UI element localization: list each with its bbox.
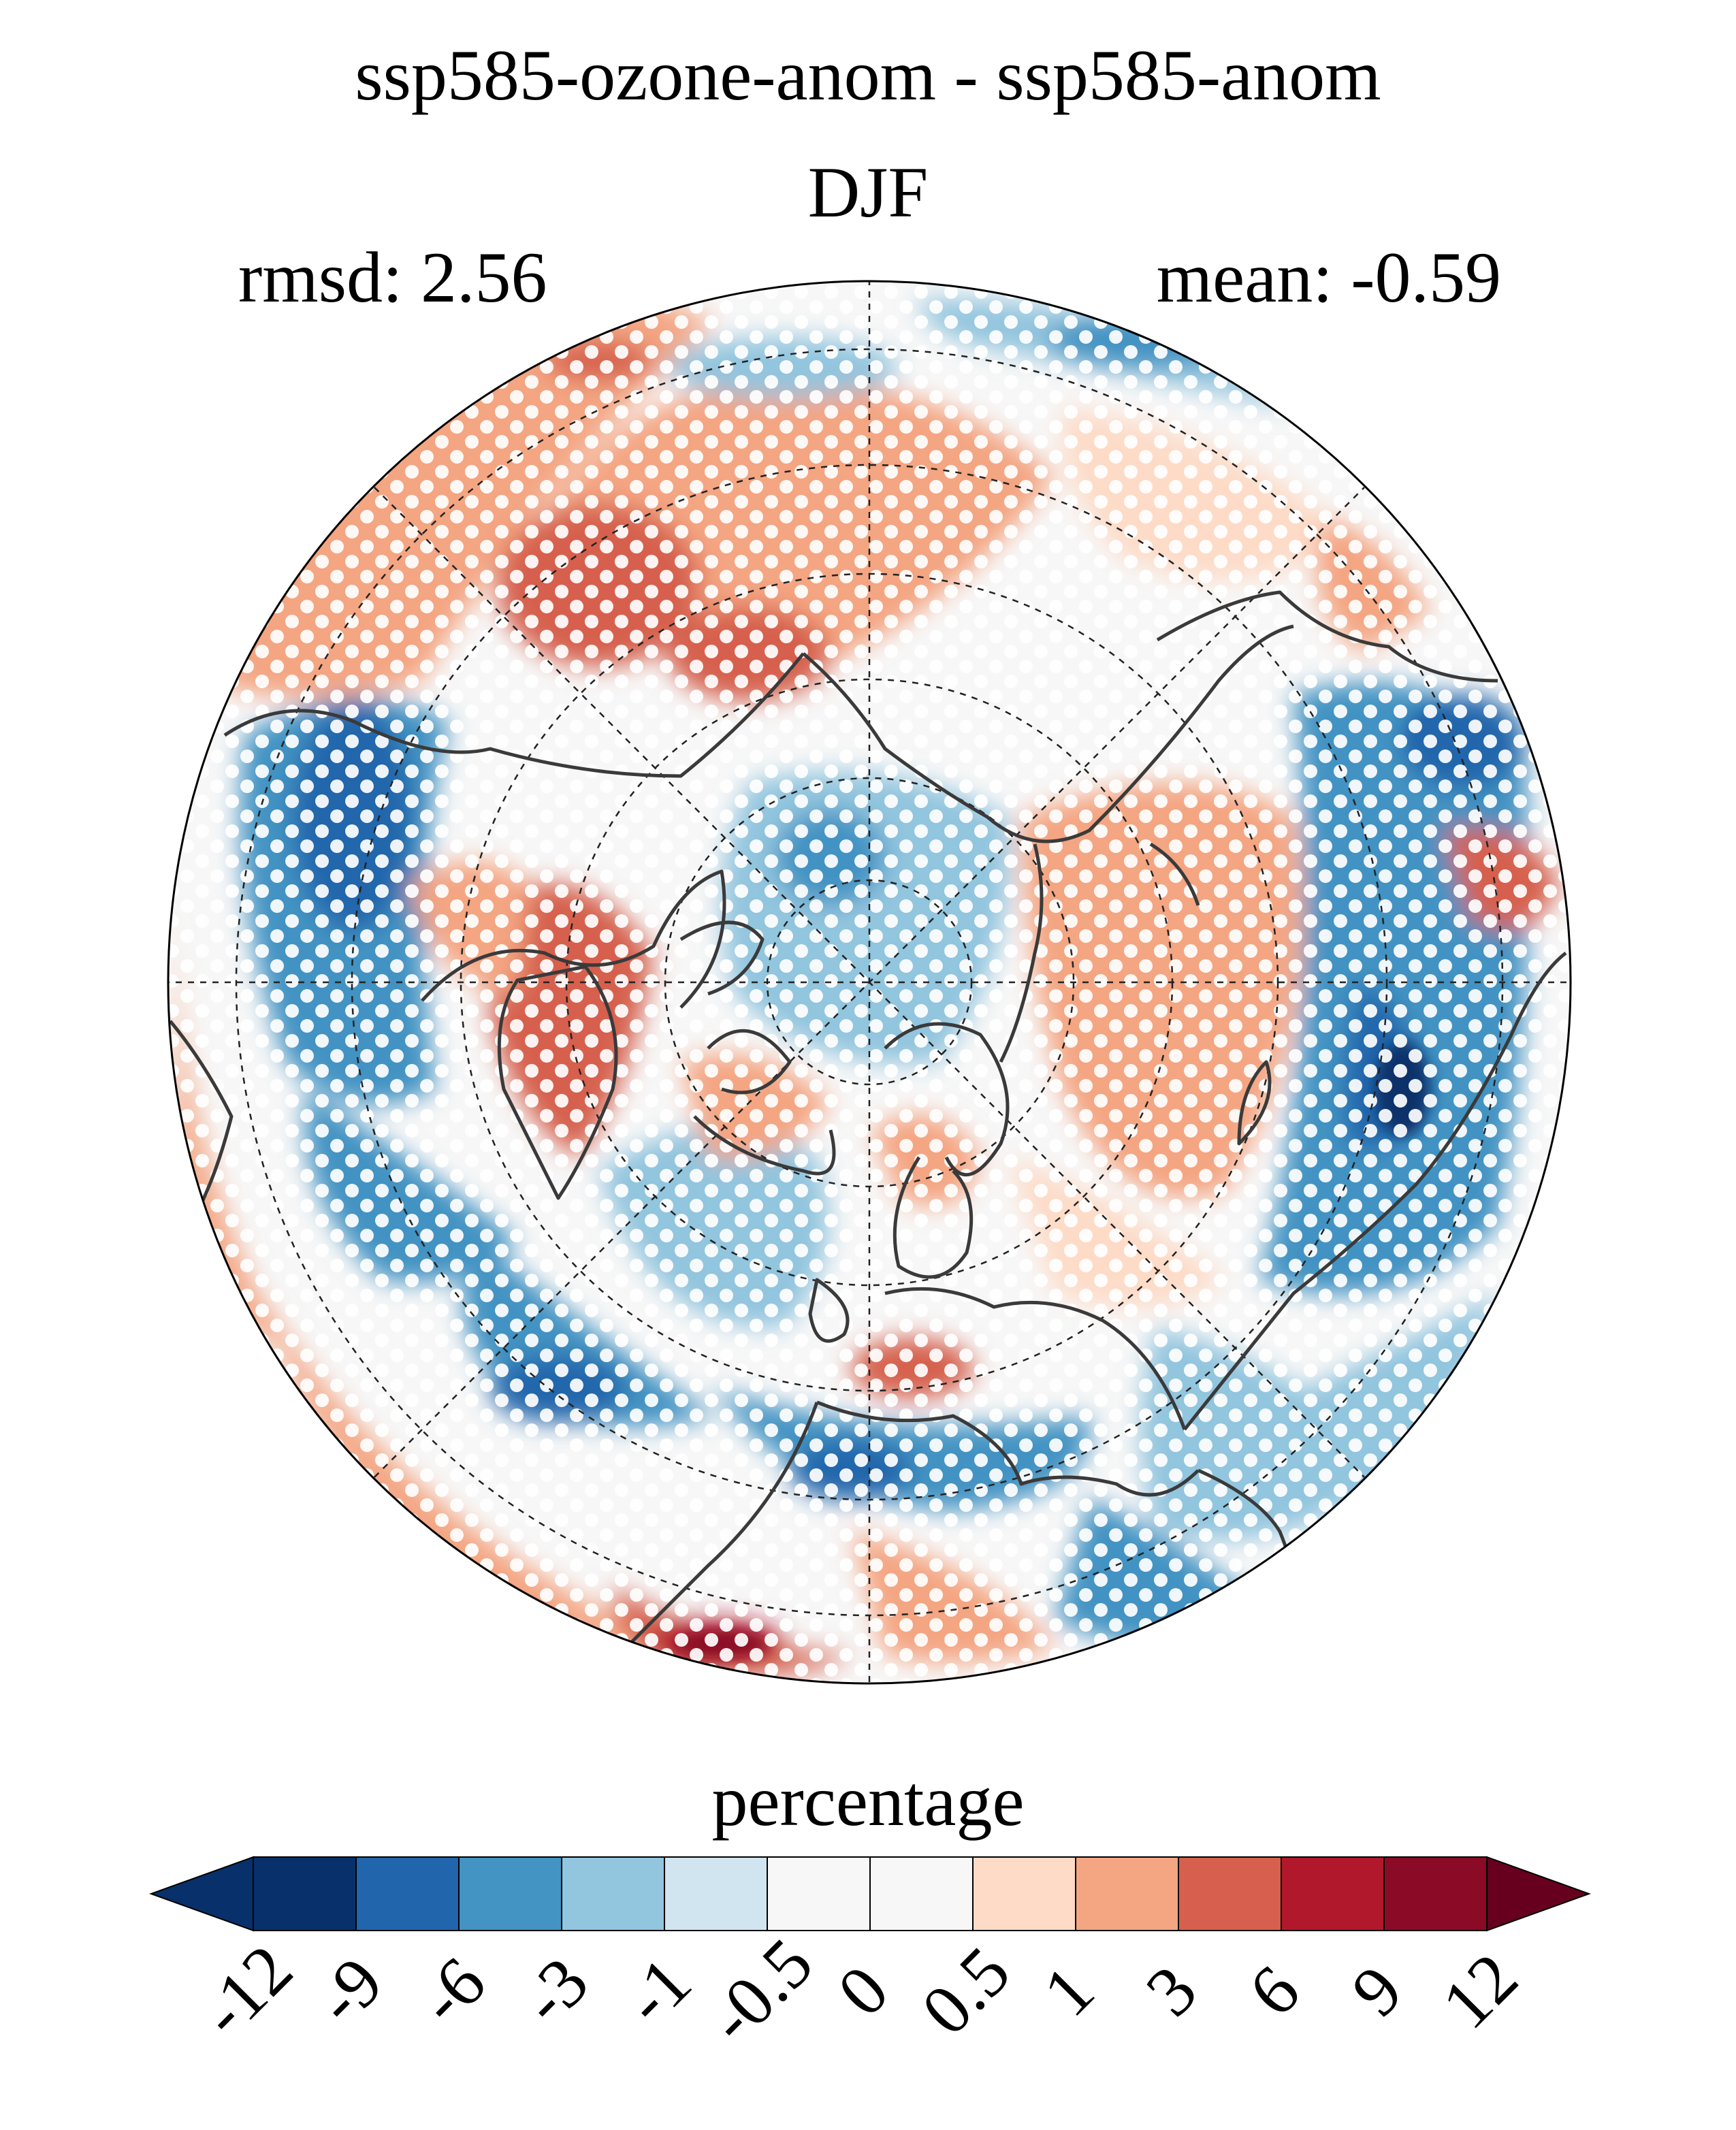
figure-title: ssp585-ozone-anom - ssp585-anom <box>355 35 1381 115</box>
colorbar-tick-label: 12 <box>1427 1938 1532 2044</box>
colorbar-tick-label: -3 <box>506 1942 603 2039</box>
polar-map <box>167 280 1572 1685</box>
colorbar-tick-label: -0.5 <box>693 1924 828 2059</box>
colorbar-box <box>458 1856 562 1931</box>
colorbar-box <box>767 1856 871 1931</box>
coastlines <box>169 590 1567 1649</box>
colorbar-extend-min <box>149 1856 254 1932</box>
colorbar-box <box>1281 1856 1385 1931</box>
map-field <box>168 281 1571 1683</box>
colorbar-tick-label: -9 <box>300 1942 398 2039</box>
colorbar-box <box>355 1856 460 1931</box>
colorbar-tick-label: -6 <box>403 1942 500 2039</box>
colorbar-box <box>869 1856 974 1931</box>
colorbar-box <box>561 1856 665 1931</box>
colorbar-box <box>1383 1856 1488 1931</box>
colorbar-box <box>1178 1856 1282 1931</box>
colorbar-tick-label: -1 <box>609 1942 706 2039</box>
colorbar-tick-label: -12 <box>185 1930 307 2052</box>
colorbar-tick-label: 0 <box>823 1951 903 2031</box>
rmsd-stat: rmsd: 2.56 <box>238 238 547 317</box>
colorbar-box <box>972 1856 1076 1931</box>
mean-stat: mean: -0.59 <box>1156 238 1501 317</box>
season-label: DJF <box>807 152 929 232</box>
colorbar-box <box>253 1856 357 1931</box>
colorbar-tick-label: 1 <box>1029 1951 1109 2031</box>
colorbar-extend-max <box>1486 1856 1591 1932</box>
colorbar-tick-label: 3 <box>1131 1951 1212 2031</box>
map-boundary <box>167 280 1572 1685</box>
colorbar-tick-label: 0.5 <box>907 1932 1025 2050</box>
graticule <box>168 281 1571 1683</box>
colorbar-tick-label: 9 <box>1337 1951 1417 2031</box>
colorbar-label: percentage <box>711 1761 1025 1841</box>
colorbar-box <box>1075 1856 1179 1931</box>
colorbar-tick-label: 6 <box>1234 1951 1315 2031</box>
colorbar-box <box>664 1856 768 1931</box>
